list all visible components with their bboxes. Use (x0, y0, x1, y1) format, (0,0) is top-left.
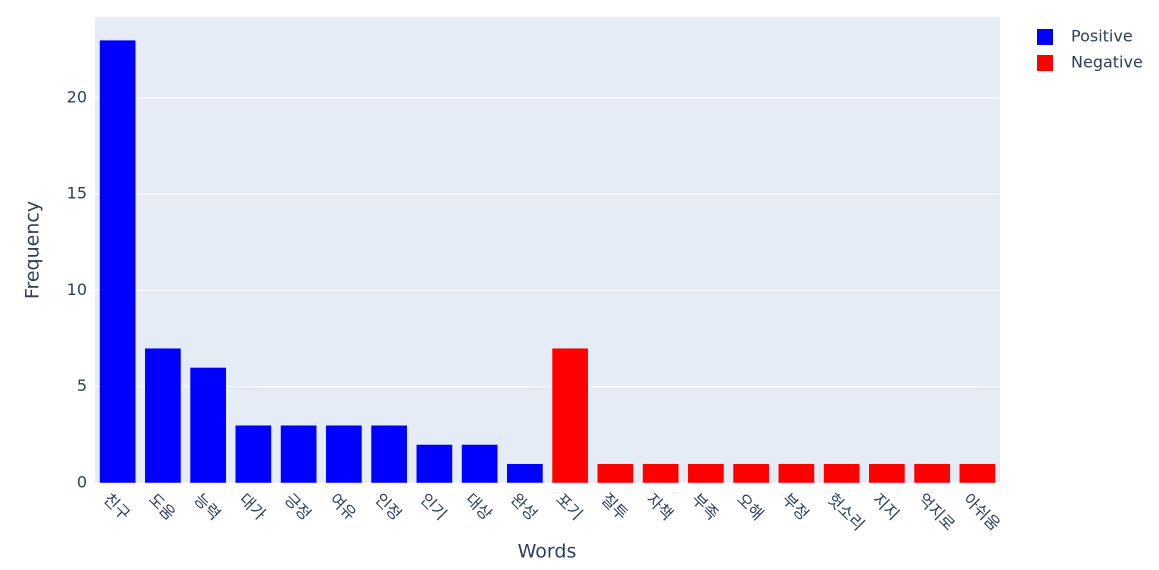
bar (732, 463, 770, 484)
bar (370, 424, 408, 484)
bar (144, 347, 182, 484)
x-tick-label: 완성 (507, 490, 541, 524)
y-tick-label: 5 (77, 376, 87, 395)
legend-label: Negative (1071, 53, 1143, 72)
x-tick-label: 도움 (145, 490, 179, 524)
x-tick-label: 여유 (326, 490, 360, 524)
bar (325, 424, 363, 484)
bar (99, 39, 136, 484)
x-tick-label: 긍정 (281, 490, 315, 524)
bar (506, 463, 544, 484)
bar (823, 463, 860, 484)
x-tick-label: 능력 (190, 490, 224, 524)
x-tick-label: 인기 (416, 490, 450, 524)
x-tick-label: 질투 (597, 490, 631, 524)
bar (868, 463, 906, 484)
bar (597, 463, 634, 484)
x-tick-label: 인정 (371, 490, 405, 524)
y-tick-label: 10 (67, 280, 87, 299)
x-tick-label: 자책 (643, 490, 677, 524)
bar (461, 444, 498, 484)
plot-area (95, 17, 1000, 483)
bar (642, 463, 679, 484)
bar (778, 463, 815, 484)
legend-swatch (1037, 55, 1053, 71)
bar (416, 444, 453, 484)
bar (913, 463, 951, 484)
bar (189, 367, 227, 484)
x-tick-label: 대상 (462, 490, 496, 524)
x-axis-title: Words (518, 541, 577, 563)
x-tick-label: 포기 (552, 490, 586, 524)
legend-swatch (1037, 29, 1053, 45)
bar (959, 463, 996, 484)
x-tick-label: 부족 (688, 490, 722, 524)
x-tick-label: 부정 (778, 490, 812, 524)
y-tick-label: 20 (67, 87, 87, 106)
x-tick-label: 헛소리 (824, 490, 869, 535)
legend-label: Positive (1071, 27, 1133, 46)
y-axis-title: Frequency (22, 201, 44, 299)
x-tick-label: 아쉬움 (959, 490, 1004, 535)
x-tick-label: 친구 (100, 490, 134, 524)
y-tick-label: 0 (77, 473, 87, 492)
bar (687, 463, 725, 484)
y-tick-label: 15 (67, 184, 87, 203)
x-tick-label: 지지 (869, 490, 903, 524)
bar (235, 424, 272, 484)
bar (551, 347, 589, 484)
x-tick-label: 오해 (733, 490, 767, 524)
bar (280, 424, 317, 484)
x-tick-label: 억지로 (914, 490, 959, 535)
x-tick-label: 대가 (235, 490, 269, 524)
